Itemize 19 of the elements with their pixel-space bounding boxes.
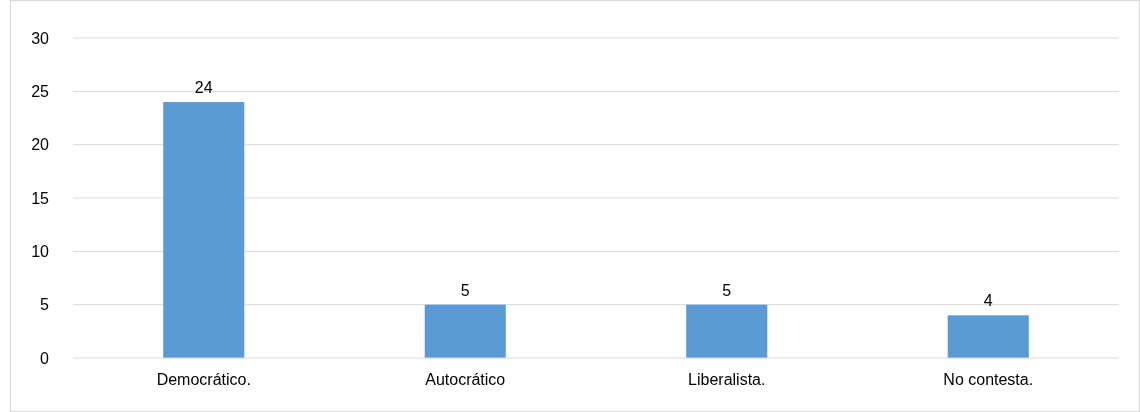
x-tick-label: Autocrático [425, 371, 506, 388]
data-label: 5 [722, 281, 732, 299]
x-tick-label: Democrático. [156, 371, 251, 388]
x-tick-label: No contesta. [943, 371, 1034, 388]
y-tick-label: 30 [31, 29, 50, 47]
y-tick-label: 15 [31, 189, 50, 207]
data-label: 24 [194, 79, 213, 96]
x-tick-label: Liberalista. [688, 371, 766, 388]
y-tick-label: 20 [31, 136, 50, 154]
y-tick-label: 0 [40, 349, 50, 367]
bar [163, 102, 245, 358]
data-label: 4 [983, 292, 993, 310]
data-label: 5 [460, 281, 470, 299]
y-tick-label: 25 [31, 82, 50, 100]
bar [424, 304, 506, 358]
y-tick-label: 10 [31, 242, 50, 260]
y-tick-label: 5 [40, 296, 50, 314]
bar [686, 304, 768, 358]
bar [947, 315, 1029, 358]
